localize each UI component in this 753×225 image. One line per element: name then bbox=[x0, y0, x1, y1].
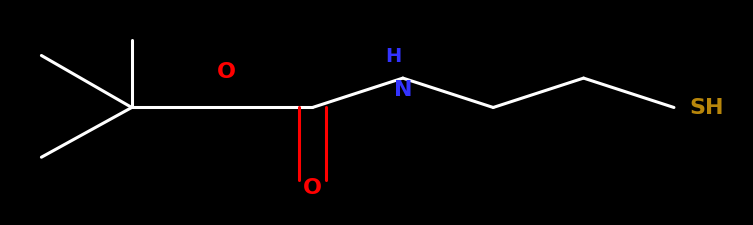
Text: O: O bbox=[303, 177, 322, 197]
Text: H: H bbox=[385, 47, 401, 66]
Text: SH: SH bbox=[689, 98, 724, 118]
Text: N: N bbox=[394, 80, 412, 100]
Text: O: O bbox=[216, 62, 236, 82]
